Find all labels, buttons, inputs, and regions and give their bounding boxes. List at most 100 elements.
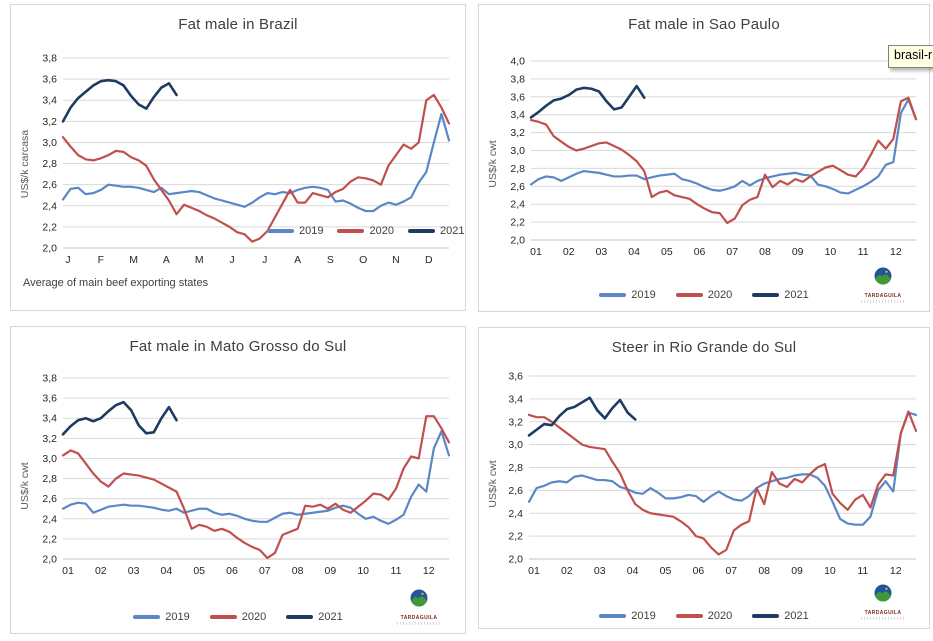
y-tick-label: 2,8 (508, 462, 523, 474)
legend-swatch (407, 229, 435, 233)
legend-label: 2020 (707, 289, 733, 301)
x-tick-label: M (195, 254, 204, 266)
x-tick-label: 05 (661, 246, 673, 258)
x-tick-label: 08 (292, 565, 304, 577)
x-tick-label: 08 (759, 246, 771, 258)
x-tick-label: 12 (423, 565, 435, 577)
y-tick-label: 2,4 (42, 200, 57, 212)
x-tick-label: 03 (594, 565, 606, 577)
x-tick-label: 05 (660, 565, 672, 577)
legend-swatch (752, 614, 780, 618)
logo-wordmark: TARDAGUILA (864, 293, 902, 299)
y-tick-label: 2,6 (42, 179, 57, 191)
y-tick-label: 3,2 (510, 127, 525, 139)
legend-swatch (209, 615, 237, 619)
line-chart-rio-grande[interactable]: 2,0 2,2 2,4 2,6 2,8 3,0 3,2 3,4 3,6 01 02 03 04 05 06 0… (479, 362, 929, 604)
legend-swatch (599, 293, 627, 297)
tardaguila-logo: TARDAGUILA (855, 584, 911, 620)
chart-panel-mato-grosso[interactable]: Fat male in Mato Grosso do Sul US$/k cwt… (10, 326, 466, 634)
y-tick-label: 3,2 (42, 433, 57, 445)
y-tick-label: 3,0 (42, 137, 57, 149)
x-tick-label: M (129, 254, 138, 266)
legend-swatch (286, 615, 314, 619)
tardaguila-globe-icon (874, 267, 892, 285)
y-tick-label: 2,6 (510, 181, 525, 193)
legend-item-2019: 2019 (599, 289, 656, 301)
x-tick-label: 03 (596, 246, 608, 258)
legend-item-2019: 2019 (267, 225, 323, 237)
chart-panel-sao-paulo[interactable]: Fat male in Sao Paulo US$/k cwt 2,0 2,2 2,… (478, 4, 930, 312)
y-tick-label: 3,6 (42, 393, 57, 405)
hover-tooltip: brasil-r (888, 45, 933, 68)
y-tick-label: 3,4 (508, 393, 523, 405)
chart-legend: 2019 2020 2021 (479, 610, 929, 622)
legend-label: 2019 (631, 289, 656, 301)
line-chart-sao-paulo[interactable]: 2,0 2,2 2,4 2,6 2,8 3,0 3,2 3,4 3,6 3,8 4,0 01 02 03 0… (479, 41, 929, 281)
y-tick-label: 2,0 (510, 235, 525, 247)
x-tick-label: J (65, 254, 70, 266)
x-tick-label: 07 (726, 246, 738, 258)
x-tick-label: 12 (890, 246, 902, 258)
x-tick-label: 04 (628, 246, 640, 258)
legend-label: 2021 (784, 610, 809, 622)
x-tick-label: 04 (161, 565, 173, 577)
y-tick-label: 2,2 (508, 531, 523, 543)
chart-panel-rio-grande[interactable]: Steer in Rio Grande do Sul US$/k cwt 2,0… (478, 327, 930, 629)
y-tick-label: 3,2 (42, 116, 57, 128)
chart-panel-brazil[interactable]: Fat male in Brazil US$/k carcasa 2,0 2,2 2… (10, 4, 466, 311)
chart-legend: 2019 2020 2021 (11, 611, 465, 623)
series-line-2021 (61, 400, 178, 436)
y-tick-label: 3,2 (508, 416, 523, 428)
line-chart-mato-grosso[interactable]: 2,0 2,2 2,4 2,6 2,8 3,0 3,2 3,4 3,6 3,8 01 02 03 04 05… (11, 361, 465, 605)
tardaguila-logo: TARDAGUILA (855, 267, 911, 303)
x-tick-label: 02 (95, 565, 107, 577)
chart-legend: 2019 2020 2021 (267, 225, 464, 237)
legend-item-2020: 2020 (675, 610, 733, 622)
y-tick-label: 2,4 (42, 513, 57, 525)
x-tick-label: O (359, 254, 367, 266)
chart-legend: 2019 2020 2021 (479, 289, 929, 301)
x-tick-label: 10 (357, 565, 369, 577)
x-tick-label: 08 (758, 565, 770, 577)
legend-swatch (133, 615, 161, 619)
chart-title: Fat male in Mato Grosso do Sul (129, 338, 347, 355)
x-tick-label: 01 (530, 246, 542, 258)
legend-label: 2019 (299, 225, 324, 237)
line-chart-brazil[interactable]: 2,0 2,2 2,4 2,6 2,8 3,0 3,2 3,4 3,6 3,8 J F M A M J J A S O… (11, 41, 465, 285)
legend-swatch (599, 614, 627, 618)
y-tick-label: 3,8 (510, 73, 525, 85)
y-tick-label: 3,0 (510, 145, 525, 157)
x-tick-label: 01 (528, 565, 540, 577)
y-tick-label: 2,0 (42, 243, 57, 255)
x-tick-label: 09 (792, 246, 804, 258)
x-tick-label: 10 (824, 565, 836, 577)
y-tick-label: 2,0 (508, 554, 523, 566)
legend-item-2020: 2020 (209, 611, 267, 623)
legend-label: 2020 (241, 611, 267, 623)
x-tick-label: S (327, 254, 334, 266)
y-tick-label: 3,4 (42, 413, 57, 425)
y-tick-label: 2,4 (508, 508, 523, 520)
x-tick-label: 07 (259, 565, 271, 577)
x-tick-label: 02 (563, 246, 575, 258)
series-line-2019 (61, 112, 451, 213)
y-tick-label: 3,6 (510, 91, 525, 103)
series-line-2021 (529, 84, 646, 119)
legend-label: 2019 (631, 610, 656, 622)
legend-label: 2021 (318, 611, 343, 623)
y-tick-label: 3,8 (42, 53, 57, 65)
series-line-2019 (527, 411, 918, 526)
x-tick-label: 12 (890, 565, 902, 577)
legend-label: 2021 (439, 225, 465, 237)
y-tick-label: 2,0 (42, 554, 57, 566)
legend-swatch (337, 229, 365, 233)
series-line-2020 (529, 96, 918, 225)
x-tick-label: 01 (62, 565, 74, 577)
legend-label: 2020 (707, 610, 733, 622)
logo-wordmark: TARDAGUILA (864, 610, 902, 616)
y-tick-label: 3,0 (508, 439, 523, 451)
chart-footnote: Average of main beef exporting states (23, 277, 209, 289)
legend-label: 2019 (165, 611, 190, 623)
x-tick-label: J (229, 254, 234, 266)
